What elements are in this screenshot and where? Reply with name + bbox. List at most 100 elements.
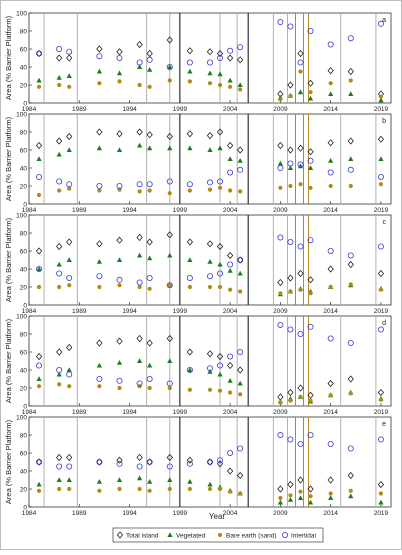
data-point bbox=[307, 431, 314, 438]
data-point bbox=[327, 66, 334, 75]
data-point bbox=[137, 475, 143, 481]
data-point bbox=[36, 488, 42, 493]
data-point bbox=[66, 463, 73, 470]
data-point bbox=[116, 456, 123, 464]
series-bare-earth-sand- bbox=[36, 382, 384, 405]
data-point bbox=[66, 453, 73, 462]
data-point bbox=[166, 132, 173, 141]
series-bare-earth-sand- bbox=[36, 282, 384, 296]
data-point bbox=[206, 458, 214, 466]
series-vegetated bbox=[36, 142, 384, 170]
data-point bbox=[117, 79, 122, 84]
data-point bbox=[347, 166, 354, 173]
data-point bbox=[347, 445, 354, 452]
series-intertidal bbox=[36, 234, 384, 289]
data-point bbox=[327, 247, 334, 254]
data-point bbox=[297, 440, 304, 447]
x-tick-label: 1984 bbox=[22, 308, 37, 315]
data-point bbox=[146, 458, 153, 466]
panel-label: c bbox=[383, 219, 387, 226]
data-point bbox=[146, 274, 153, 281]
data-point bbox=[116, 276, 123, 283]
data-point bbox=[347, 339, 354, 346]
data-point bbox=[217, 261, 223, 267]
data-point bbox=[297, 269, 304, 278]
data-point bbox=[278, 400, 283, 405]
data-point bbox=[207, 259, 213, 264]
data-point bbox=[206, 59, 213, 66]
data-point bbox=[237, 380, 243, 386]
data-point bbox=[57, 382, 62, 387]
data-point bbox=[347, 375, 354, 383]
data-point bbox=[297, 144, 304, 152]
data-point bbox=[36, 481, 42, 487]
data-point bbox=[217, 55, 224, 62]
data-point bbox=[167, 191, 172, 196]
data-point bbox=[237, 366, 244, 374]
data-point bbox=[117, 283, 122, 288]
data-point bbox=[307, 165, 314, 170]
data-point bbox=[278, 185, 283, 190]
data-point bbox=[56, 54, 63, 62]
data-point bbox=[288, 183, 293, 189]
data-point bbox=[167, 486, 172, 492]
data-point bbox=[297, 161, 304, 168]
data-point bbox=[348, 78, 353, 83]
legend: Total island Vegetated Bare earth (sand) In… bbox=[112, 527, 324, 543]
data-point bbox=[216, 352, 224, 361]
x-tick-label: 1999 bbox=[173, 207, 188, 214]
data-point bbox=[217, 145, 223, 151]
data-point bbox=[216, 242, 224, 251]
y-tick-label: 0 bbox=[23, 101, 27, 108]
series-intertidal bbox=[36, 157, 384, 189]
data-point bbox=[377, 243, 384, 250]
data-point bbox=[228, 489, 233, 494]
data-point bbox=[307, 485, 314, 493]
data-point bbox=[187, 79, 192, 84]
data-point bbox=[166, 231, 173, 239]
data-point bbox=[186, 238, 194, 246]
data-point bbox=[277, 485, 284, 493]
data-point bbox=[277, 164, 284, 171]
data-point bbox=[217, 388, 223, 393]
data-point bbox=[96, 53, 103, 60]
data-point bbox=[57, 284, 62, 290]
x-tick-label: 2009 bbox=[273, 409, 288, 416]
data-point bbox=[66, 132, 73, 141]
data-point bbox=[66, 147, 72, 152]
data-point bbox=[327, 265, 334, 273]
y-tick-label: 60 bbox=[20, 249, 28, 256]
y-tick-label: 40 bbox=[20, 166, 28, 173]
data-point bbox=[146, 181, 153, 188]
data-point bbox=[186, 460, 193, 467]
data-point bbox=[56, 453, 63, 462]
series-intertidal bbox=[36, 18, 384, 71]
y-tick-label: 80 bbox=[20, 231, 28, 238]
data-point bbox=[377, 269, 385, 278]
x-tick-label: 2009 bbox=[273, 207, 288, 214]
data-point bbox=[278, 291, 283, 296]
x-tick-label: 2019 bbox=[374, 308, 389, 315]
data-point bbox=[206, 179, 213, 186]
x-tick-label: 2014 bbox=[323, 510, 338, 517]
data-point bbox=[237, 348, 244, 355]
x-tick-label: 2004 bbox=[223, 207, 238, 214]
data-point bbox=[136, 40, 143, 49]
data-point bbox=[136, 233, 143, 242]
data-point bbox=[67, 283, 72, 288]
data-point bbox=[96, 145, 102, 151]
data-point bbox=[167, 252, 173, 258]
data-point bbox=[217, 185, 223, 190]
data-point bbox=[187, 284, 192, 290]
data-point bbox=[167, 358, 173, 363]
data-point bbox=[186, 59, 193, 66]
x-tick-label: 1989 bbox=[72, 106, 87, 113]
data-point bbox=[147, 488, 152, 493]
data-point bbox=[377, 20, 384, 27]
data-point bbox=[328, 284, 333, 290]
data-point bbox=[288, 93, 293, 98]
data-point bbox=[66, 477, 72, 482]
data-point bbox=[307, 323, 314, 330]
panel-label: a bbox=[382, 17, 386, 24]
series-vegetated bbox=[36, 358, 384, 404]
